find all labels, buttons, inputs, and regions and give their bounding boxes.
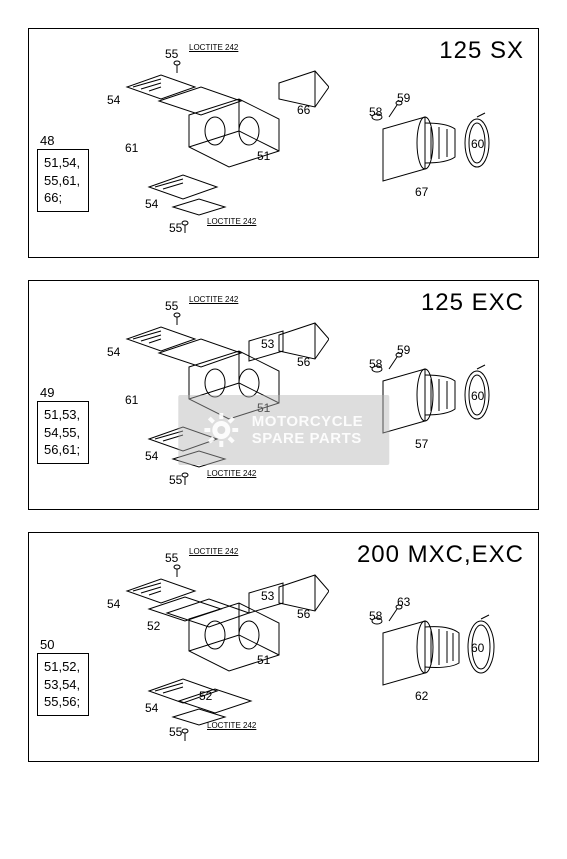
callout: 58 [369,357,382,371]
model-title: 125 SX [439,37,524,65]
callout: 55 [169,725,182,739]
callout: 55 [165,551,178,565]
callout: 60 [471,137,484,151]
callout: 63 [397,595,410,609]
callout: 61 [125,393,138,407]
ref-main: 48 [40,132,54,150]
watermark-text: MOTORCYCLE SPARE PARTS [252,413,363,447]
ref-line: 55,61, [44,172,82,190]
loctite-label: LOCTITE 242 [189,43,238,52]
callout: 51 [257,653,270,667]
loctite-label: LOCTITE 242 [207,721,256,730]
callout: 55 [169,473,182,487]
callout: 52 [199,689,212,703]
callout: 51 [257,149,270,163]
callout: 52 [147,619,160,633]
callout: 59 [397,91,410,105]
callout: 54 [145,197,158,211]
callout: 55 [165,299,178,313]
model-title: 125 EXC [421,289,524,317]
loctite-label: LOCTITE 242 [207,217,256,226]
callout: 57 [415,437,428,451]
callout: 60 [471,389,484,403]
callout: 54 [107,345,120,359]
model-title: 200 MXC,EXC [357,541,524,569]
callout: 53 [261,589,274,603]
callout: 67 [415,185,428,199]
callout: 58 [369,105,382,119]
callout: 54 [107,93,120,107]
loctite-label: LOCTITE 242 [189,295,238,304]
callout: 58 [369,609,382,623]
ref-main: 49 [40,384,54,402]
ref-line: 51,54, [44,154,82,172]
ref-box: 48 51,54, 55,61, 66; [37,149,89,212]
ref-line: 55,56; [44,693,82,711]
reed-valve-exploded-sketch [119,59,329,239]
ref-line: 53,54, [44,676,82,694]
callout: 56 [297,607,310,621]
callout: 60 [471,641,484,655]
callout: 62 [415,689,428,703]
ref-line: 54,55, [44,424,82,442]
callout: 54 [107,597,120,611]
callout: 66 [297,103,310,117]
callout: 55 [169,221,182,235]
callout: 56 [297,355,310,369]
ref-line: 66; [44,189,82,207]
panel-200-mxc-exc: 200 MXC,EXC 50 51,52, 53,54, 55,56; [28,532,539,762]
ref-main: 50 [40,636,54,654]
ref-line: 51,52, [44,658,82,676]
ref-line: 56,61; [44,441,82,459]
callout: 61 [125,141,138,155]
panel-125-sx: 125 SX 48 51,54, 55,61, 66; [28,28,539,258]
reed-valve-exploded-sketch [119,563,329,743]
gear-icon [204,413,238,447]
callout: 53 [261,337,274,351]
ref-box: 50 51,52, 53,54, 55,56; [37,653,89,716]
callout: 54 [145,701,158,715]
ref-box: 49 51,53, 54,55, 56,61; [37,401,89,464]
ref-line: 51,53, [44,406,82,424]
loctite-label: LOCTITE 242 [189,547,238,556]
callout: 54 [145,449,158,463]
callout: 59 [397,343,410,357]
watermark: MOTORCYCLE SPARE PARTS [178,395,389,465]
loctite-label: LOCTITE 242 [207,469,256,478]
callout: 55 [165,47,178,61]
